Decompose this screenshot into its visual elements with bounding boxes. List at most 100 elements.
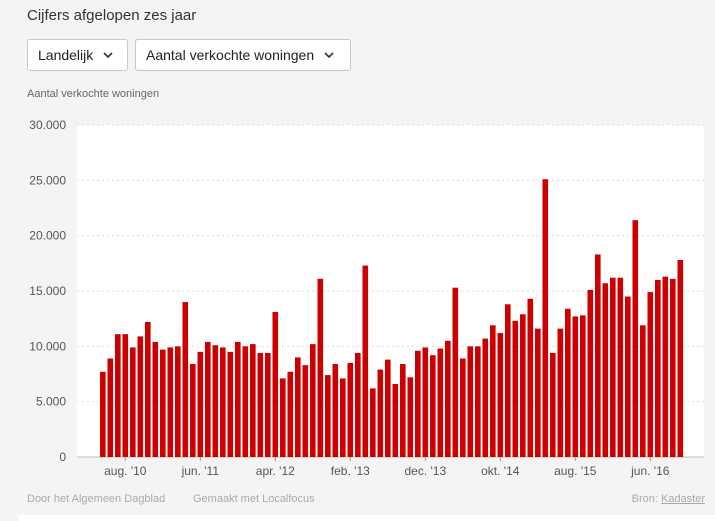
y-tick-label: 5.000 xyxy=(36,395,66,409)
source-link[interactable]: Kadaster xyxy=(660,493,705,505)
bar[interactable] xyxy=(227,351,234,457)
bar[interactable] xyxy=(145,321,151,457)
bar[interactable] xyxy=(160,349,166,457)
bar[interactable] xyxy=(167,347,174,457)
page-title: Cijfers afgelopen zes jaar xyxy=(27,7,197,24)
bar[interactable] xyxy=(257,352,264,457)
bar[interactable] xyxy=(497,333,504,457)
bar[interactable] xyxy=(565,308,571,457)
bottom-strip xyxy=(18,515,715,521)
bar[interactable] xyxy=(295,357,301,457)
region-select[interactable]: Landelijk xyxy=(27,39,128,71)
x-tick-label: aug. '10 xyxy=(104,464,147,478)
y-axis: 0 5.000 10.000 15.000 20.000 25.000 30.000 xyxy=(29,118,66,464)
bar[interactable] xyxy=(317,278,324,457)
x-tick-label: feb. '13 xyxy=(331,464,370,478)
bar[interactable] xyxy=(205,341,211,457)
bar[interactable] xyxy=(250,344,256,457)
bar[interactable] xyxy=(347,362,354,457)
bar[interactable] xyxy=(107,358,114,457)
axis-caption: Aantal verkochte woningen xyxy=(27,88,160,100)
y-tick-label: 15.000 xyxy=(29,284,66,298)
bar[interactable] xyxy=(542,179,549,457)
bar[interactable] xyxy=(212,345,219,457)
source-prefix: Bron: xyxy=(631,493,658,505)
bar[interactable] xyxy=(152,341,159,457)
bar[interactable] xyxy=(302,365,309,457)
bar[interactable] xyxy=(445,340,451,457)
bar[interactable] xyxy=(677,260,684,457)
bar[interactable] xyxy=(190,364,196,457)
bar[interactable] xyxy=(280,378,286,457)
bar[interactable] xyxy=(377,369,384,457)
x-axis: aug. '10 jun. '11 apr. '12 feb. '13 dec. '13… xyxy=(104,457,670,478)
bar[interactable] xyxy=(287,371,294,457)
bar[interactable] xyxy=(197,351,204,457)
bar[interactable] xyxy=(505,304,511,457)
bar[interactable] xyxy=(572,316,579,457)
bar[interactable] xyxy=(580,315,586,457)
bar[interactable] xyxy=(490,325,496,457)
y-tick-label: 30.000 xyxy=(29,118,66,132)
bar[interactable] xyxy=(467,346,474,457)
bar[interactable] xyxy=(632,220,639,457)
bar[interactable] xyxy=(535,328,541,457)
bar[interactable] xyxy=(242,346,249,457)
bar[interactable] xyxy=(130,347,136,457)
bar[interactable] xyxy=(557,328,564,457)
bar[interactable] xyxy=(587,289,594,457)
bar[interactable] xyxy=(265,352,271,457)
bar[interactable] xyxy=(370,388,376,457)
bar[interactable] xyxy=(452,287,459,457)
bar[interactable] xyxy=(430,355,436,457)
bar[interactable] xyxy=(520,314,526,457)
bar[interactable] xyxy=(407,377,414,457)
bar[interactable] xyxy=(182,302,189,457)
bar[interactable] xyxy=(332,364,339,457)
bar[interactable] xyxy=(310,344,316,457)
bar[interactable] xyxy=(325,375,331,457)
bar[interactable] xyxy=(362,265,369,457)
bar[interactable] xyxy=(670,278,676,457)
y-tick-label: 10.000 xyxy=(29,339,66,353)
bar[interactable] xyxy=(617,277,624,457)
bar[interactable] xyxy=(475,346,481,457)
bar[interactable] xyxy=(550,352,556,457)
bar[interactable] xyxy=(100,371,106,457)
bar[interactable] xyxy=(122,334,129,457)
bar[interactable] xyxy=(482,338,489,457)
bar[interactable] xyxy=(415,350,421,457)
bar[interactable] xyxy=(115,334,121,457)
credit-localfocus: Gemaakt met Localfocus xyxy=(193,493,315,505)
bar[interactable] xyxy=(272,312,279,457)
bar[interactable] xyxy=(422,347,429,457)
bar[interactable] xyxy=(655,279,661,457)
bar[interactable] xyxy=(340,378,346,457)
bar[interactable] xyxy=(595,254,601,457)
bar[interactable] xyxy=(460,358,466,457)
bar[interactable] xyxy=(437,348,444,457)
bar[interactable] xyxy=(175,346,181,457)
bar[interactable] xyxy=(602,283,609,457)
x-tick-label: dec. '13 xyxy=(404,464,446,478)
bar[interactable] xyxy=(662,276,669,457)
y-tick-label: 25.000 xyxy=(29,173,66,187)
source: Bron: Kadaster xyxy=(632,493,705,505)
bar[interactable] xyxy=(640,325,646,457)
x-tick-label: okt. '14 xyxy=(481,464,520,478)
bar[interactable] xyxy=(610,277,616,457)
bar[interactable] xyxy=(400,364,406,457)
bar[interactable] xyxy=(527,298,534,457)
bar[interactable] xyxy=(220,347,226,457)
chevron-down-icon xyxy=(324,51,334,59)
bar[interactable] xyxy=(625,296,631,457)
bar[interactable] xyxy=(512,320,519,457)
bar[interactable] xyxy=(235,341,241,457)
bar[interactable] xyxy=(385,359,391,457)
bar[interactable] xyxy=(137,336,144,457)
bar[interactable] xyxy=(392,383,399,457)
metric-select[interactable]: Aantal verkochte woningen xyxy=(135,39,351,71)
bar[interactable] xyxy=(355,352,361,457)
bar[interactable] xyxy=(647,292,654,457)
bars xyxy=(100,179,684,457)
